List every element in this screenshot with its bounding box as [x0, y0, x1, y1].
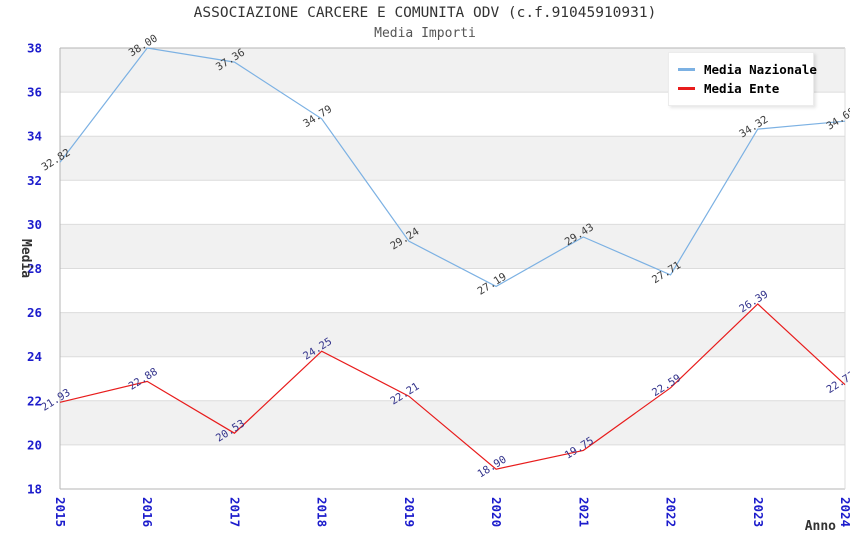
legend-swatch-ente-icon [678, 87, 695, 90]
y-tick-label: 30 [27, 217, 42, 232]
chart-title: ASSOCIAZIONE CARCERE E COMUNITA ODV (c.f… [193, 5, 657, 21]
band-rect [60, 224, 845, 269]
point-label-media-nazionale: 27.19 [476, 271, 509, 298]
x-tick-label: 2020 [489, 497, 504, 527]
y-axis-title: Media [18, 239, 33, 278]
x-tick-label: 2021 [576, 497, 591, 527]
legend-item-media-nazionale: Media Nazionale [678, 60, 817, 79]
legend-label: Media Ente [704, 81, 780, 96]
chart-subtitle: Media Importi [374, 26, 476, 41]
band-rect [60, 312, 845, 357]
x-tick-label: 2022 [664, 497, 679, 527]
y-tick-label: 38 [27, 41, 42, 56]
y-tick-label: 24 [27, 349, 42, 364]
legend-label: Media Nazionale [704, 62, 817, 77]
x-axis-title: Anno [805, 519, 836, 534]
y-tick-label: 18 [27, 482, 42, 497]
band-rect [60, 136, 845, 181]
y-tick-label: 28 [27, 261, 42, 276]
x-tick-label: 2024 [838, 497, 850, 527]
point-label-media-nazionale: 34.68 [824, 106, 850, 133]
series-line-media-ente [59, 303, 846, 470]
y-tick-label: 20 [27, 437, 42, 452]
legend-item-media-ente: Media Ente [678, 79, 804, 98]
x-tick-label: 2015 [53, 497, 68, 527]
y-tick-label: 34 [27, 129, 42, 144]
point-label-media-ente: 22.88 [127, 366, 160, 393]
point-label-media-ente: 22.73 [824, 369, 850, 396]
y-tick-label: 22 [27, 393, 42, 408]
band-rect [60, 400, 845, 445]
legend: Media Nazionale Media Ente [668, 52, 817, 106]
x-tick-label: 2019 [402, 497, 417, 527]
x-tick-label: 2017 [227, 497, 242, 527]
series-line-media-nazionale [59, 47, 846, 288]
y-tick-label: 26 [27, 305, 42, 320]
legend-swatch-nazionale-icon [678, 68, 695, 71]
y-tick-label: 36 [27, 85, 42, 100]
y-tick-label: 32 [27, 173, 42, 188]
x-tick-label: 2018 [315, 497, 330, 527]
point-label-media-nazionale: 34.79 [301, 103, 334, 130]
point-label-media-ente: 22.59 [650, 372, 683, 399]
x-tick-label: 2016 [140, 497, 155, 527]
x-tick-label: 2023 [751, 497, 766, 527]
